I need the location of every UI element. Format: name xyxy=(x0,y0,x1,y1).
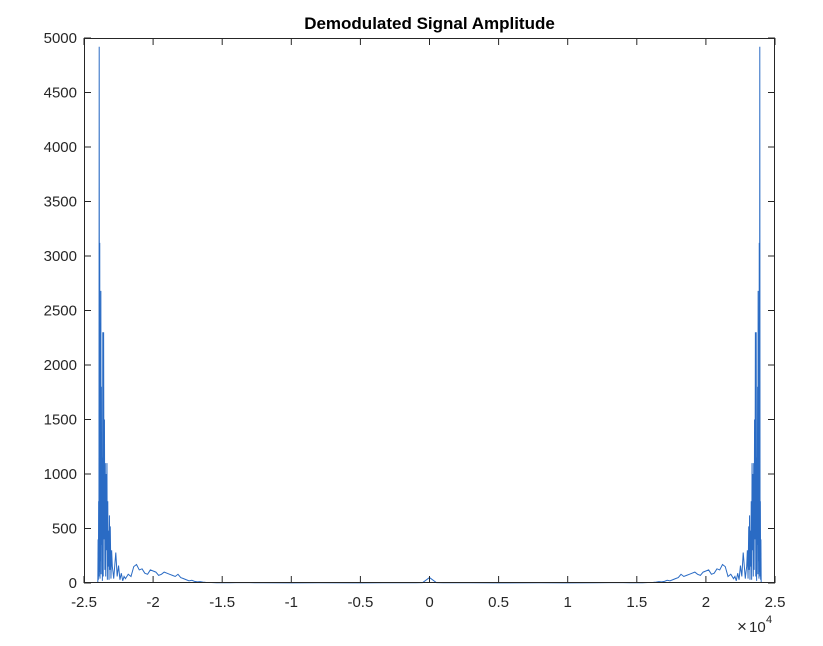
x-multiplier-times: × xyxy=(737,617,747,636)
y-axis-ticks: 0 500 1000 1500 2000 2500 3000 3500 4000 4500 5000 xyxy=(44,30,775,592)
x-tick-label: -2 xyxy=(146,594,159,611)
x-axis-ticks: -2.5 -2 -1.5 -1 -0.5 0 0.5 1 1.5 2 2.5 xyxy=(71,38,785,611)
y-tick-label: 3500 xyxy=(44,194,77,211)
plot-background xyxy=(84,38,775,583)
y-tick-label: 2500 xyxy=(44,303,77,320)
chart-title: Demodulated Signal Amplitude xyxy=(304,14,555,33)
x-tick-label: 0 xyxy=(425,594,433,611)
y-tick-label: 4000 xyxy=(44,139,77,156)
y-tick-label: 1000 xyxy=(44,466,77,483)
x-tick-label: 2.5 xyxy=(765,594,786,611)
y-tick-label: 4500 xyxy=(44,85,77,102)
x-multiplier-exponent: 4 xyxy=(766,614,772,626)
y-tick-label: 5000 xyxy=(44,30,77,47)
x-multiplier-base: 10 xyxy=(749,619,766,636)
x-tick-label: 1 xyxy=(564,594,572,611)
x-tick-label: 1.5 xyxy=(626,594,647,611)
x-tick-label: 2 xyxy=(702,594,710,611)
x-tick-label: -2.5 xyxy=(71,594,97,611)
y-tick-label: 500 xyxy=(52,521,77,538)
y-tick-label: 2000 xyxy=(44,357,77,374)
y-tick-label: 0 xyxy=(69,575,77,592)
y-tick-label: 3000 xyxy=(44,248,77,265)
x-tick-label: -1 xyxy=(285,594,298,611)
x-tick-label: 0.5 xyxy=(488,594,509,611)
y-tick-label: 1500 xyxy=(44,412,77,429)
x-axis-multiplier: × 10 4 xyxy=(737,614,772,636)
x-tick-label: -1.5 xyxy=(209,594,235,611)
x-tick-label: -0.5 xyxy=(347,594,373,611)
